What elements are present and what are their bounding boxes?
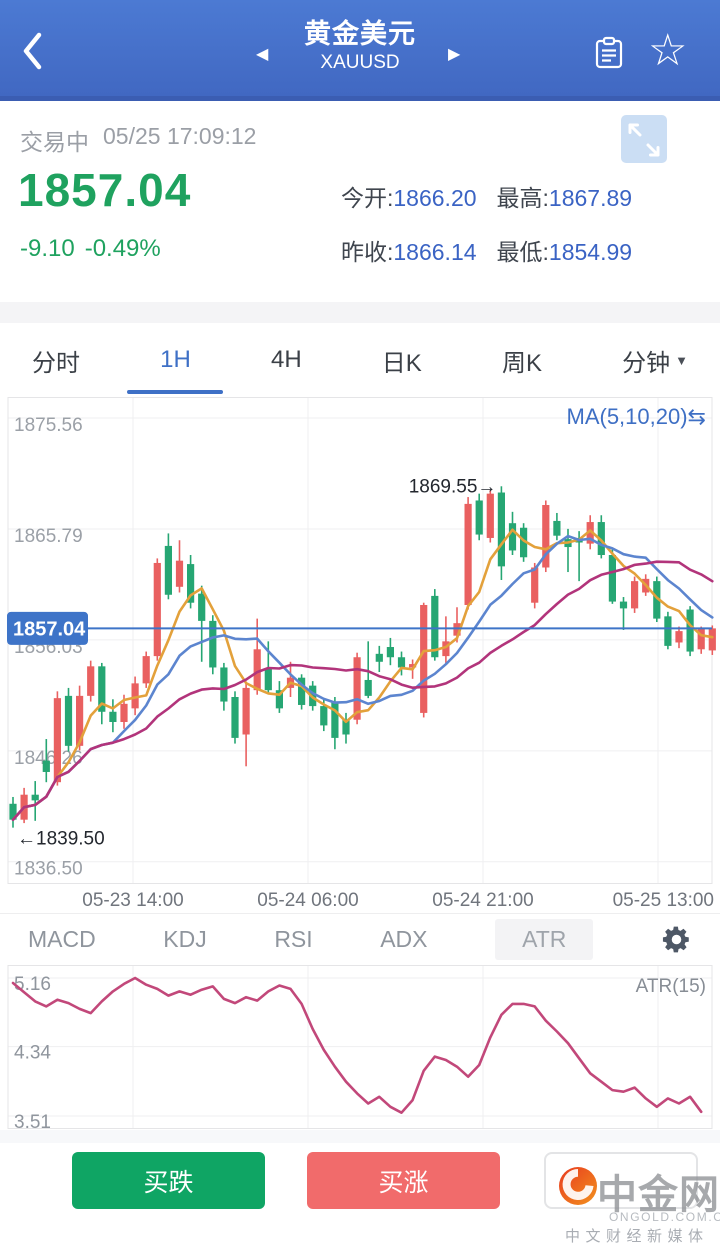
indicator-tab-bar: MACD KDJ RSI ADX ATR xyxy=(0,913,720,965)
order-button[interactable] xyxy=(544,1152,698,1209)
svg-text:05-25 13:00: 05-25 13:00 xyxy=(613,890,714,911)
back-chevron-icon xyxy=(23,32,42,70)
buy-down-button[interactable]: 买跌 xyxy=(72,1152,265,1209)
period-tab-bar: 分时 1H 4H 日K 周K 分钟 ▼ xyxy=(0,323,720,397)
indicator-tab-adx[interactable]: ADX xyxy=(380,926,428,952)
svg-text:1857.04: 1857.04 xyxy=(13,618,86,640)
back-button[interactable] xyxy=(20,30,46,72)
stat-prev-close: 昨收:1866.14 xyxy=(341,239,477,265)
instrument-name: 黄金美元 xyxy=(304,19,416,49)
tab-4H[interactable]: 4H xyxy=(270,346,302,373)
watermark-tagline: 中文财经新媒体 xyxy=(565,1228,709,1243)
svg-text:1846.26: 1846.26 xyxy=(14,748,83,769)
svg-text:1865.79: 1865.79 xyxy=(14,526,83,547)
svg-text:1869.55→: 1869.55→ xyxy=(409,476,497,497)
gear-icon xyxy=(662,926,689,953)
svg-text:MA(5,10,20)⇆: MA(5,10,20)⇆ xyxy=(567,404,707,429)
candlestick-chart[interactable]: 1875.561865.791856.031846.261836.501857.… xyxy=(0,397,720,913)
tab-分时[interactable]: 分时 xyxy=(32,349,80,377)
atr-indicator-chart[interactable]: 5.16 4.34 3.51 ATR(15) xyxy=(0,965,720,1130)
fullscreen-button[interactable] xyxy=(620,115,668,168)
indicator-tab-kdj[interactable]: KDJ xyxy=(163,926,207,952)
svg-text:←1839.50: ←1839.50 xyxy=(17,829,105,850)
quote-panel: 交易中 05/25 17:09:12 1857.04 -9.10 -0.49% … xyxy=(0,101,720,302)
last-price: 1857.04 xyxy=(18,164,192,216)
market-status-line: 交易中 05/25 17:09:12 xyxy=(20,123,256,157)
news-button[interactable] xyxy=(594,36,624,75)
stat-low: 最低:1854.99 xyxy=(496,239,633,265)
tab-1H[interactable]: 1H xyxy=(160,323,191,397)
indicator-tab-macd[interactable]: MACD xyxy=(28,926,96,952)
header-bar: ◀ 黄金美元 XAUUSD ▶ ☆ xyxy=(0,0,720,101)
tab-日K[interactable]: 日K xyxy=(381,349,422,377)
clipboard-icon xyxy=(595,36,623,69)
svg-text:4.34: 4.34 xyxy=(14,1043,51,1064)
price-change: -9.10 xyxy=(20,235,75,262)
quote-stats: 今开:1866.20 最高:1867.89 昨收:1866.14 最低:1854… xyxy=(341,179,632,267)
svg-text:05-24 21:00: 05-24 21:00 xyxy=(432,890,533,911)
svg-text:1875.56: 1875.56 xyxy=(14,415,83,436)
tab-周K[interactable]: 周K xyxy=(501,349,542,377)
footer-divider-band xyxy=(0,1130,720,1143)
section-divider-strip xyxy=(0,302,720,323)
tab-minutes-dropdown[interactable]: 分钟 ▼ xyxy=(622,349,688,377)
buy-up-button[interactable]: 买涨 xyxy=(307,1152,500,1209)
favorite-star-icon[interactable]: ☆ xyxy=(648,26,688,75)
next-instrument-icon[interactable]: ▶ xyxy=(448,46,461,63)
watermark-domain: ONGOLD.COM.CN xyxy=(609,1210,720,1224)
svg-text:05-23 14:00: 05-23 14:00 xyxy=(82,890,183,911)
svg-text:ATR(15): ATR(15) xyxy=(636,976,706,997)
dropdown-caret-icon: ▼ xyxy=(675,352,688,368)
instrument-symbol: XAUUSD xyxy=(320,52,400,73)
svg-text:5.16: 5.16 xyxy=(14,974,51,995)
indicator-settings-button[interactable] xyxy=(661,924,692,955)
stat-open: 今开:1866.20 xyxy=(341,185,477,211)
stat-high: 最高:1867.89 xyxy=(496,185,633,211)
indicator-tab-rsi[interactable]: RSI xyxy=(274,926,313,952)
price-change-line: -9.10 -0.49% xyxy=(20,235,161,263)
svg-text:05-24 06:00: 05-24 06:00 xyxy=(257,890,358,911)
price-change-pct: -0.49% xyxy=(84,235,161,262)
market-status: 交易中 xyxy=(20,129,89,155)
svg-text:1836.50: 1836.50 xyxy=(14,859,83,880)
instrument-title-block: 黄金美元 XAUUSD xyxy=(0,18,720,76)
svg-text:3.51: 3.51 xyxy=(14,1112,51,1130)
prev-instrument-icon[interactable]: ◀ xyxy=(256,46,269,63)
indicator-tab-atr[interactable]: ATR xyxy=(495,919,594,960)
quote-timestamp: 05/25 17:09:12 xyxy=(103,123,257,149)
expand-arrows-icon xyxy=(621,115,667,163)
